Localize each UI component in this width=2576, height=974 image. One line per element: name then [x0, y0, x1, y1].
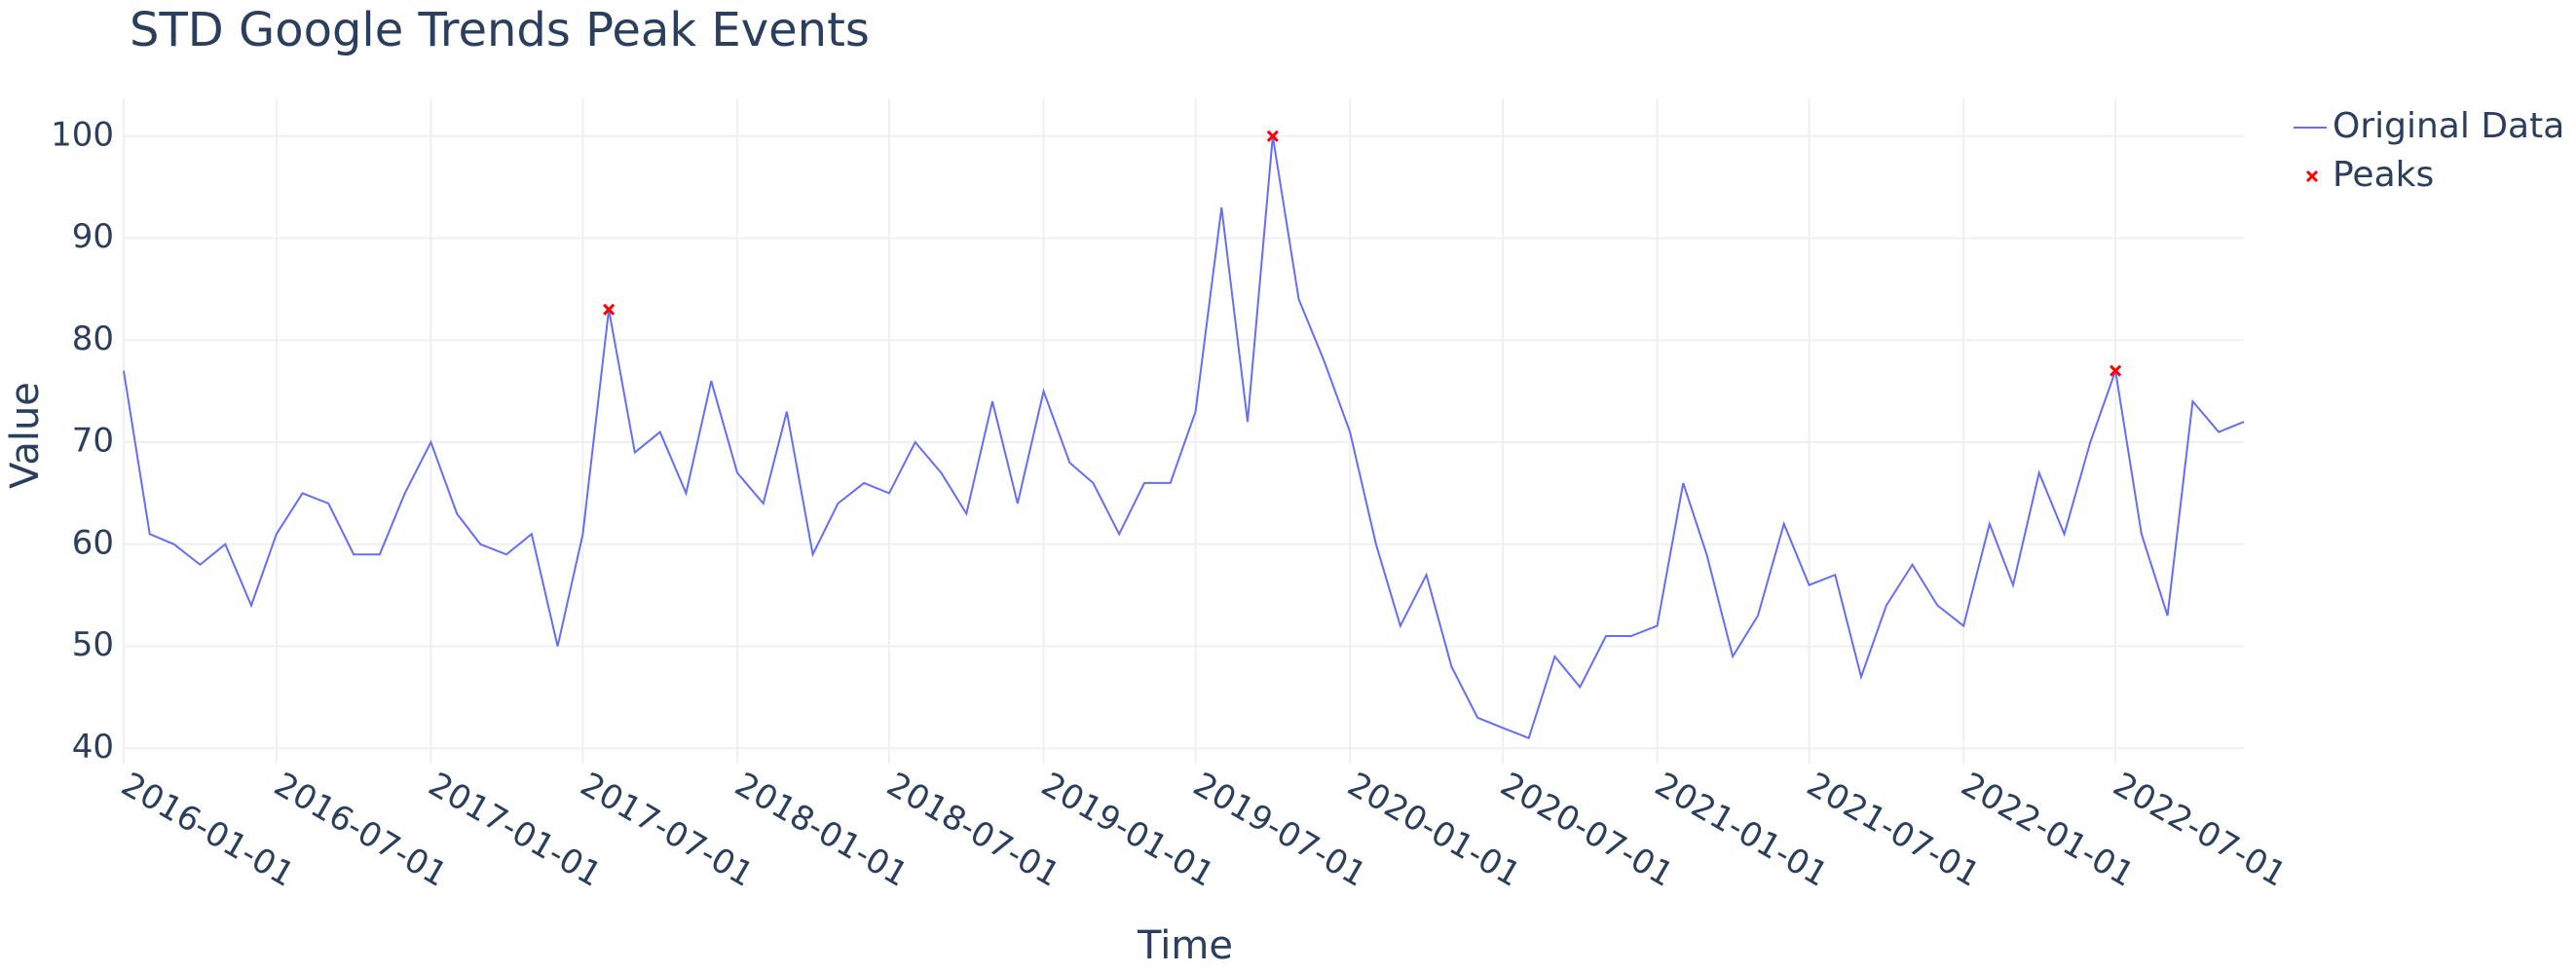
x-tick-label: 2017-07-01 [574, 765, 760, 894]
x-tick-label: 2020-07-01 [1494, 765, 1680, 894]
peak-marker [603, 303, 616, 316]
x-tick-label: 2021-07-01 [1800, 765, 1986, 894]
legend-label: Peaks [2333, 155, 2434, 195]
x-tick-label: 2019-07-01 [1186, 765, 1372, 894]
peak-marker [2109, 364, 2122, 377]
x-tick-label: 2018-07-01 [880, 765, 1066, 894]
legend-label: Original Data [2333, 106, 2564, 146]
data-line [123, 135, 2245, 740]
legend-marker [2305, 169, 2319, 183]
y-tick-label: 70 [72, 422, 114, 461]
x-tick-label: 2018-01-01 [728, 765, 915, 894]
x-tick-label: 2022-01-01 [1955, 765, 2141, 894]
x-tick-label: 2019-01-01 [1034, 765, 1220, 894]
y-tick-label: 80 [72, 319, 114, 358]
x-tick-label: 2017-01-01 [422, 765, 608, 894]
grid [123, 98, 2244, 764]
x-axis-title: Time [1137, 923, 1233, 968]
chart-title: STD Google Trends Peak Events [130, 3, 870, 57]
y-tick-label: 40 [72, 728, 114, 767]
y-tick-label: 100 [51, 115, 114, 154]
y-axis-title: Value [3, 382, 48, 489]
x-tick-label: 2016-01-01 [115, 765, 301, 894]
x-tick-label: 2021-01-01 [1648, 765, 1834, 894]
x-tick-label: 2020-01-01 [1341, 765, 1527, 894]
y-tick-label: 50 [72, 625, 114, 664]
x-tick-label: 2022-07-01 [2107, 765, 2293, 894]
y-tick-label: 90 [72, 217, 114, 256]
y-tick-label: 60 [72, 523, 114, 562]
x-tick-label: 2016-07-01 [268, 765, 454, 894]
peak-marker [1266, 130, 1279, 142]
